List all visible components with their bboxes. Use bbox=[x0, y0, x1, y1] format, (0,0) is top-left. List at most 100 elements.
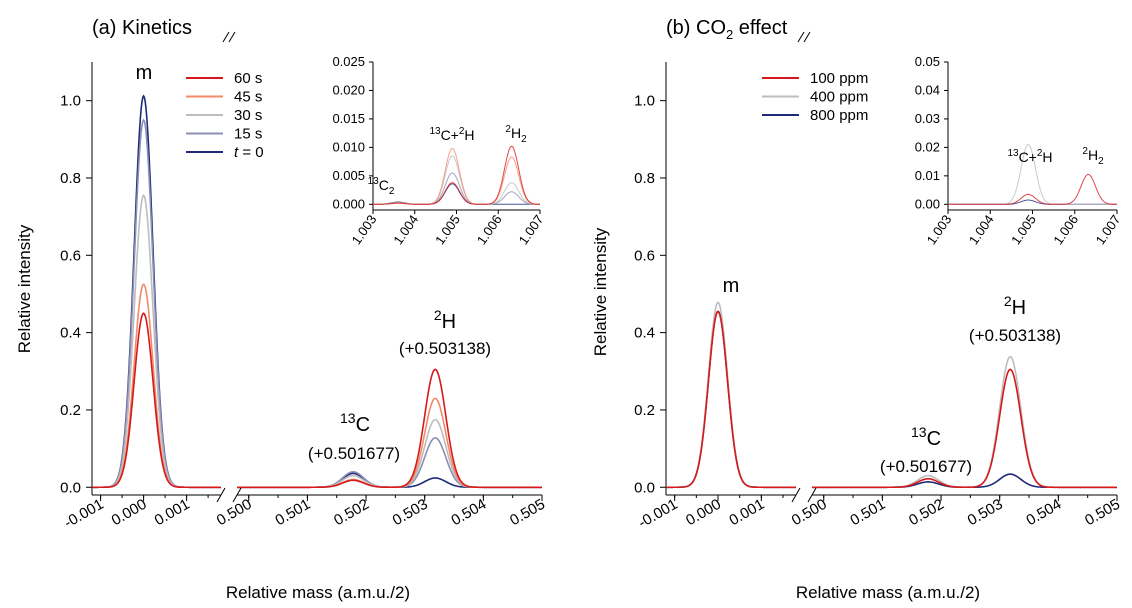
panel-a-m-label: m bbox=[136, 62, 153, 84]
x-tick-label: -0.001 bbox=[61, 496, 106, 532]
panel-b-curves bbox=[666, 301, 1117, 489]
axis-break-mark-top bbox=[797, 31, 805, 43]
axis-break-mark-top bbox=[803, 31, 811, 43]
inset-y-tick-label: 0.05 bbox=[915, 54, 940, 69]
panel-a-inset-curves bbox=[372, 145, 541, 205]
inset-y-tick-label: 0.025 bbox=[332, 54, 365, 69]
x-tick-label: 0.501 bbox=[847, 496, 888, 529]
inset-series-line bbox=[948, 173, 1118, 205]
series-line-100-ppm bbox=[666, 310, 796, 489]
series-line-800-ppm bbox=[666, 310, 796, 489]
panel-a-yticks: 0.0 0.2 0.4 0.6 0.8 1.0 bbox=[60, 62, 93, 496]
panel-b-xlabel: Relative mass (a.m.u./2) bbox=[796, 583, 980, 602]
panel-b-title-pre: (b) CO bbox=[666, 17, 726, 39]
inset-x-tick-label: 1.005 bbox=[1008, 212, 1039, 247]
panel-b-2h-base: H bbox=[1012, 297, 1026, 319]
panel-b-inset-curves bbox=[948, 144, 1118, 205]
legend-label: 60 s bbox=[234, 70, 262, 87]
series-line-t-0 bbox=[92, 94, 221, 489]
x-tick-label: 0.502 bbox=[331, 496, 372, 529]
panel-a-13c-base: C bbox=[356, 414, 370, 436]
panel-a-curves bbox=[92, 94, 542, 489]
panel-a-2h-label: 2H bbox=[434, 307, 456, 333]
inset-x-tick-label: 1.003 bbox=[349, 212, 380, 247]
series-line-60-s bbox=[237, 368, 542, 489]
panel-b-yticks: 0.0 0.2 0.4 0.6 0.8 1.0 bbox=[634, 62, 667, 496]
panel-a-break-marks bbox=[216, 31, 242, 503]
y-tick-label: 0.6 bbox=[634, 247, 655, 264]
axis-break-mark bbox=[216, 487, 226, 503]
x-tick-label: 0.000 bbox=[683, 496, 724, 529]
y-tick-label: 0.6 bbox=[60, 247, 81, 264]
axis-break-mark bbox=[791, 487, 801, 503]
x-tick-label: 0.505 bbox=[507, 496, 548, 529]
series-line-800-ppm bbox=[812, 473, 1117, 489]
panel-a-2h-base: H bbox=[442, 311, 456, 333]
panel-b-m-label: m bbox=[723, 275, 740, 297]
legend-label: 15 s bbox=[234, 126, 262, 143]
y-tick-label: 0.8 bbox=[60, 170, 81, 187]
panel-a-xlabel: Relative mass (a.m.u./2) bbox=[226, 583, 410, 602]
panel-a-13c-sup: 13 bbox=[340, 410, 356, 426]
inset-series-line bbox=[372, 145, 541, 205]
panel-a-inset-xticks: 1.003 1.004 1.005 1.006 1.007 bbox=[349, 209, 547, 247]
inset-y-tick-label: 0.010 bbox=[332, 139, 365, 154]
inset-x-tick-label: 1.007 bbox=[1093, 212, 1124, 247]
panel-b-13c-sup: 13 bbox=[911, 424, 927, 440]
series-line-60-s bbox=[92, 312, 221, 489]
panel-a: (a) Kinetics Relative intensity Relative… bbox=[15, 17, 548, 602]
panel-b-title: (b) CO2 effect bbox=[666, 17, 788, 42]
series-line-400-ppm bbox=[666, 301, 796, 489]
x-tick-label: 0.000 bbox=[109, 496, 150, 529]
x-tick-label: 0.503 bbox=[965, 496, 1006, 529]
panel-a-inset-13c2-label: 13C2 bbox=[368, 176, 395, 197]
panel-a-inset-13c2h-label: 13C+2H bbox=[429, 126, 474, 143]
panel-b-inset-2h2-label: 2H2 bbox=[1082, 146, 1104, 167]
inset-x-tick-label: 1.003 bbox=[924, 212, 955, 247]
inset-y-tick-label: 0.000 bbox=[332, 196, 365, 211]
panel-a-inset-2h2-label: 2H2 bbox=[505, 124, 527, 145]
x-tick-label: 0.502 bbox=[906, 496, 947, 529]
legend-label: 100 ppm bbox=[810, 70, 868, 87]
panel-b-13c-label: 13C bbox=[911, 424, 941, 450]
panel-b-inset-xticks: 1.003 1.004 1.005 1.006 1.007 bbox=[924, 209, 1124, 247]
inset-x-tick-label: 1.007 bbox=[516, 212, 547, 247]
panel-b-ylabel: Relative intensity bbox=[591, 227, 610, 356]
panel-a-ylabel: Relative intensity bbox=[15, 224, 34, 353]
inset-series-line bbox=[373, 155, 540, 205]
x-tick-label: 0.505 bbox=[1082, 496, 1123, 529]
panel-b-2h-shift: (+0.503138) bbox=[969, 326, 1061, 345]
axis-break-mark-top bbox=[228, 31, 236, 43]
legend-label: 45 s bbox=[234, 89, 262, 106]
panel-a-legend: 60 s 45 s30 s 15 st = 0 bbox=[186, 70, 264, 161]
axis-break-mark-top bbox=[222, 31, 230, 43]
panel-b-inset-yticks: 0.00 0.01 0.02 0.03 0.04 0.05 bbox=[915, 54, 1117, 211]
inset-x-tick-label: 1.004 bbox=[966, 212, 997, 247]
panel-b-break-marks bbox=[791, 31, 817, 503]
inset-y-tick-label: 0.03 bbox=[915, 111, 940, 126]
panel-b: (b) CO2 effect Relative intensity Relati… bbox=[591, 17, 1123, 602]
axis-break-mark bbox=[232, 487, 242, 503]
inset-x-tick-label: 1.006 bbox=[1050, 212, 1081, 247]
y-tick-label: 0.0 bbox=[60, 479, 81, 496]
axis-break-mark bbox=[807, 487, 817, 503]
inset-x-tick-label: 1.006 bbox=[474, 212, 505, 247]
inset-y-tick-label: 0.020 bbox=[332, 82, 365, 97]
series-line-t-0 bbox=[237, 472, 542, 489]
panel-b-13c-base: C bbox=[927, 428, 941, 450]
legend-label: 800 ppm bbox=[810, 107, 868, 124]
y-tick-label: 0.4 bbox=[634, 325, 655, 342]
panel-a-xticks: -0.001 0.000 0.001 0.500 0.501 0.502 0.503 0.50… bbox=[61, 494, 548, 532]
inset-y-tick-label: 0.04 bbox=[915, 82, 940, 97]
series-line-45-s bbox=[237, 397, 542, 489]
y-tick-label: 0.4 bbox=[60, 325, 81, 342]
panel-b-2h-sup: 2 bbox=[1004, 293, 1012, 309]
inset-series-line bbox=[373, 183, 540, 205]
y-tick-label: 0.8 bbox=[634, 170, 655, 187]
x-tick-label: -0.001 bbox=[635, 496, 680, 532]
inset-y-tick-label: 0.005 bbox=[332, 168, 365, 183]
panel-b-xticks: -0.001 0.000 0.001 0.500 0.501 0.502 0.503 0.50… bbox=[635, 494, 1123, 532]
